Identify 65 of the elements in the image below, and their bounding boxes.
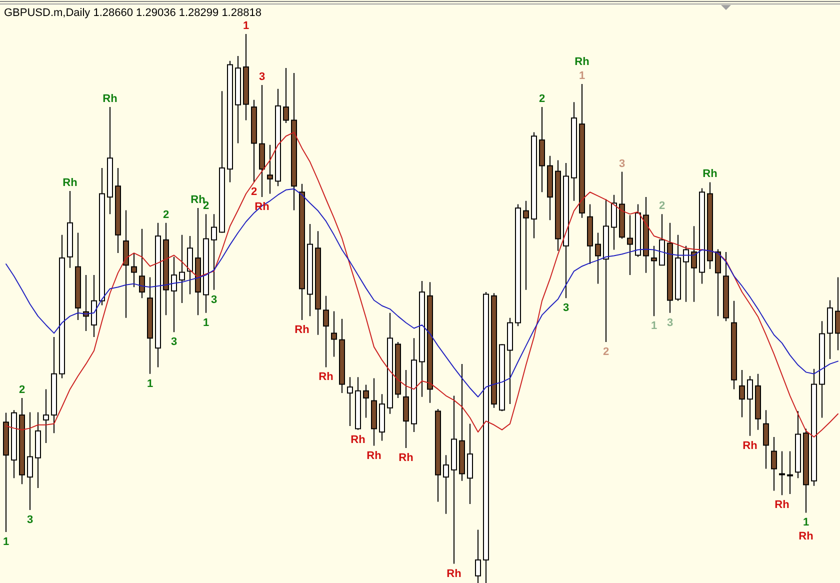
annotation: 3: [26, 514, 34, 526]
annotation: Rh: [702, 168, 718, 180]
chart-title: GBPUSD.m,Daily 1.28660 1.29036 1.28299 1.28818: [4, 7, 262, 19]
candlestick: [27, 412, 33, 510]
candlestick: [211, 214, 217, 290]
annotation: 1: [650, 320, 658, 332]
candlestick: [187, 236, 193, 295]
annotation: Rh: [446, 568, 462, 580]
annotation: 3: [618, 158, 626, 170]
candlestick: [595, 232, 601, 284]
annotation: Rh: [574, 56, 590, 68]
annotation: Rh: [62, 177, 78, 190]
annotation: 2: [162, 208, 170, 221]
candlestick: [43, 388, 49, 444]
annotation: 3: [170, 336, 178, 348]
candlestick: [131, 252, 137, 288]
candlestick: [691, 226, 697, 302]
candlestick: [363, 384, 369, 418]
candlestick: [323, 295, 329, 368]
annotation: 2: [538, 93, 546, 106]
annotation: Rh: [102, 93, 118, 106]
annotation: Rh: [294, 324, 310, 336]
candlestick: [747, 376, 753, 436]
candlestick: [475, 529, 481, 583]
annotation: 2: [602, 346, 610, 358]
annotation: 2: [18, 384, 26, 396]
annotation: Rh: [774, 499, 790, 512]
candlestick: [683, 245, 689, 302]
annotation: Rh: [398, 452, 414, 464]
annotation: Rh: [366, 450, 382, 462]
annotation: Rh: [742, 440, 758, 452]
annotation: 3: [258, 71, 266, 84]
candlestick: [171, 256, 177, 333]
candlestick: [651, 245, 657, 317]
annotation: 3: [210, 294, 218, 306]
candlestick: [627, 214, 633, 276]
candlestick: [443, 454, 449, 514]
candlestick: [179, 234, 185, 304]
candlestick: [523, 200, 529, 290]
candlestick: [739, 369, 745, 418]
annotation: Rh: [318, 371, 334, 384]
annotation: 1: [2, 536, 10, 548]
annotation: 2: [202, 200, 210, 212]
annotation: 1: [578, 70, 586, 82]
annotation: 2: [250, 186, 258, 198]
annotation: Rh: [350, 434, 366, 446]
annotation: 1: [802, 516, 810, 529]
annotation: 3: [666, 316, 674, 329]
candlestick: [267, 144, 273, 194]
candlestick: [763, 410, 769, 470]
candlestick: [771, 436, 777, 492]
candlestick: [715, 248, 721, 317]
candlestick: [283, 68, 289, 124]
candlestick: [835, 276, 840, 351]
annotation: 1: [146, 378, 154, 390]
candlestick: [779, 450, 785, 496]
candlestick: [347, 376, 353, 426]
candlestick: [139, 228, 145, 299]
candlestick: [331, 310, 337, 358]
candlestick: [787, 450, 793, 495]
annotation: 1: [202, 316, 210, 329]
annotation: Rh: [798, 530, 814, 543]
annotation: 3: [562, 302, 570, 314]
annotation: 1: [242, 20, 250, 32]
annotation: 2: [658, 200, 666, 212]
